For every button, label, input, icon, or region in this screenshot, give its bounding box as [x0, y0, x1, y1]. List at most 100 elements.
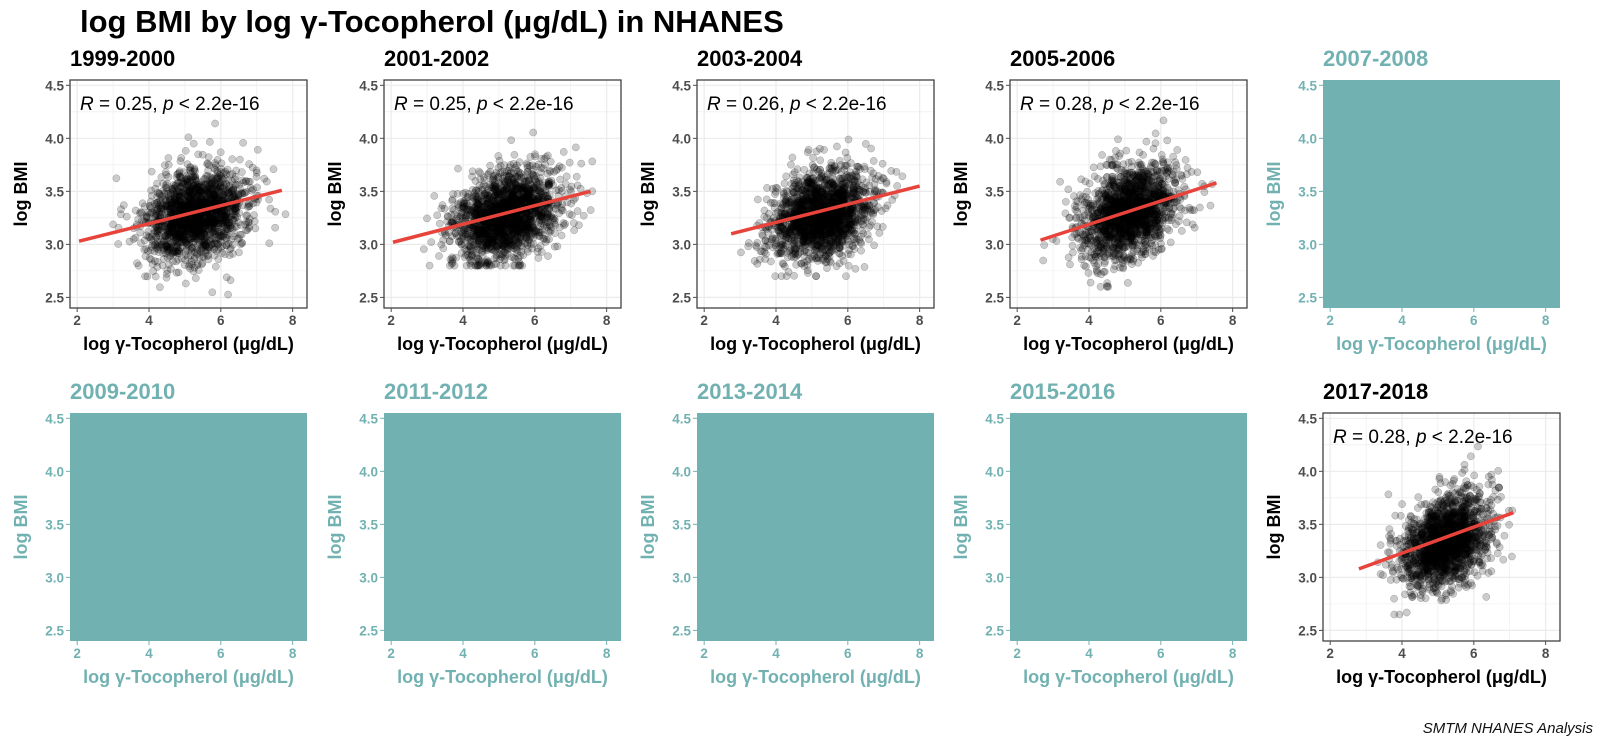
scatter-point [217, 219, 226, 228]
scatter-point [171, 232, 180, 241]
scatter-point [194, 216, 203, 225]
scatter-point [201, 192, 210, 201]
scatter-point [186, 221, 195, 230]
scatter-point [141, 252, 150, 261]
scatter-point [218, 191, 226, 200]
scatter-point [218, 224, 227, 233]
scatter-point [573, 181, 582, 190]
scatter-point [188, 216, 197, 225]
scatter-point [169, 247, 178, 255]
scatter-point [211, 186, 220, 195]
scatter-point [449, 217, 458, 226]
scatter-point [152, 209, 160, 218]
x-tick-label: 6 [217, 313, 225, 328]
scatter-point [189, 267, 198, 276]
scatter-point [870, 241, 878, 250]
scatter-point [184, 188, 193, 196]
scatter-point [182, 226, 191, 234]
scatter-point [187, 193, 196, 202]
scatter-point [211, 211, 220, 220]
scatter-point [186, 245, 195, 254]
scatter-point [172, 199, 181, 207]
scatter-point [184, 199, 193, 208]
scatter-point [236, 240, 245, 249]
correlation-annotation: R = 0.25, p < 2.2e-16 [394, 94, 574, 115]
scatter-point [215, 228, 224, 236]
scatter-point [222, 218, 231, 227]
scatter-point [183, 217, 192, 225]
scatter-point [206, 190, 215, 199]
scatter-point [174, 268, 183, 277]
scatter-point [586, 206, 595, 214]
scatter-point [210, 243, 219, 252]
scatter-point [244, 218, 253, 227]
scatter-point [187, 196, 196, 205]
scatter-point [196, 182, 205, 190]
scatter-point [166, 194, 174, 202]
scatter-point [215, 187, 224, 196]
scatter-point [170, 228, 178, 237]
x-tick-label: 8 [289, 313, 297, 328]
scatter-point [466, 235, 474, 244]
scatter-point [173, 239, 181, 248]
scatter-point [245, 202, 254, 210]
scatter-point [207, 240, 216, 249]
scatter-point [167, 208, 175, 217]
scatter-point [176, 233, 185, 242]
scatter-point [203, 172, 212, 180]
scatter-point [184, 223, 193, 232]
scatter-point [241, 177, 250, 186]
scatter-point [191, 222, 200, 231]
scatter-point [217, 188, 226, 196]
scatter-point [189, 181, 198, 190]
scatter-point [191, 274, 200, 283]
scatter-point [204, 221, 213, 230]
scatter-point [816, 144, 824, 153]
scatter-point [194, 182, 202, 191]
scatter-point [833, 142, 841, 151]
scatter-point [513, 222, 522, 231]
scatter-point [841, 161, 850, 170]
scatter-point [196, 191, 204, 200]
scatter-point [221, 215, 230, 224]
scatter-point [453, 189, 462, 198]
scatter-point [513, 161, 521, 170]
scatter-point [208, 197, 217, 206]
scatter-point [140, 236, 149, 245]
scatter-point [193, 220, 202, 229]
scatter-point [187, 220, 195, 228]
scatter-point [200, 239, 208, 247]
scatter-point [214, 181, 222, 189]
scatter-point [492, 242, 501, 250]
scatter-point [163, 207, 172, 216]
scatter-point [193, 226, 202, 235]
scatter-point [222, 273, 231, 282]
scatter-point [482, 200, 491, 208]
scatter-point [243, 226, 252, 234]
scatter-point [207, 237, 215, 246]
scatter-point [184, 178, 193, 187]
scatter-point [166, 195, 174, 204]
scatter-point [165, 228, 174, 237]
scatter-point [170, 184, 179, 193]
scatter-point [224, 218, 232, 227]
scatter-point [844, 261, 853, 270]
scatter-point [558, 206, 567, 215]
scatter-point [200, 229, 209, 238]
scatter-point [190, 195, 199, 204]
scatter-point [202, 180, 211, 188]
scatter-point [234, 234, 243, 243]
scatter-point [205, 222, 214, 231]
scatter-point [157, 173, 166, 181]
scatter-point [222, 170, 231, 178]
scatter-point [157, 237, 165, 246]
scatter-point [244, 177, 253, 186]
scatter-point [545, 177, 553, 186]
scatter-point [525, 175, 533, 183]
scatter-point [215, 207, 224, 216]
scatter-point [186, 186, 195, 195]
scatter-point [503, 184, 511, 193]
scatter-point [485, 227, 494, 235]
scatter-point [216, 148, 225, 157]
